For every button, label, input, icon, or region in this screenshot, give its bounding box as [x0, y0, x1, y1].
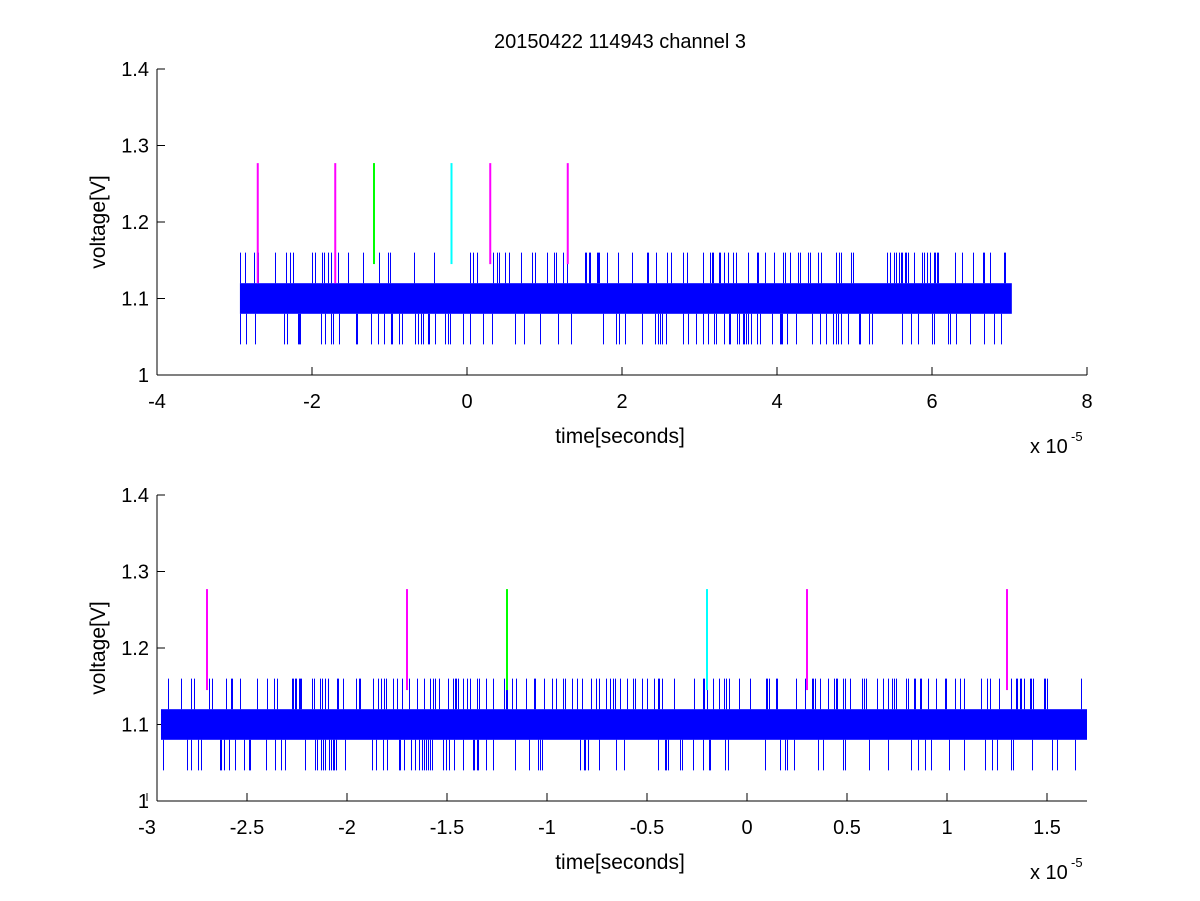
x-tick-label: 4 [771, 391, 782, 413]
x-tick-label: -2 [338, 817, 356, 839]
y-tick-label: 1.2 [121, 212, 149, 234]
x-tick-label: 0 [741, 817, 752, 839]
x-scale-factor: x 10 [1030, 436, 1068, 458]
x-tick-label: -4 [148, 391, 166, 413]
x-scale-factor: x 10 [1030, 862, 1068, 884]
x-axis-label: time[seconds] [555, 851, 685, 874]
y-tick-label: 1.1 [121, 715, 149, 737]
x-tick-label: -3 [138, 817, 156, 839]
y-axis-label: voltage[V] [87, 175, 110, 268]
x-tick-label: -1.5 [430, 817, 464, 839]
x-axis-label: time[seconds] [555, 425, 685, 448]
x-tick-label: 1 [941, 817, 952, 839]
x-tick-label: 2 [616, 391, 627, 413]
x-tick-label: 0 [461, 391, 472, 413]
x-tick-label: -0.5 [630, 817, 664, 839]
y-tick-label: 1.1 [121, 289, 149, 311]
bottom-plot: 1 1.1 1.2 1.3 1.4 -3 -2.5 -2 -1.5 -1 -0.5 0 0.5 1 1.5 t… [87, 485, 1087, 884]
x-tick-label: -2.5 [230, 817, 264, 839]
y-tick-label: 1.3 [121, 562, 149, 584]
y-tick-label: 1.3 [121, 136, 149, 158]
y-tick-label: 1.2 [121, 638, 149, 660]
x-scale-exponent: -5 [1071, 855, 1083, 870]
y-tick-label: 1.4 [121, 59, 149, 81]
signal-band [161, 709, 1087, 740]
y-tick-label: 1.4 [121, 485, 149, 507]
y-axis-label: voltage[V] [87, 601, 110, 694]
y-tick-label: 1 [138, 365, 149, 387]
x-tick-label: -2 [303, 391, 321, 413]
top-plot: 1 1.1 1.2 1.3 1.4 -4 -2 0 2 4 6 8 time[seconds] volta… [87, 59, 1093, 458]
y-tick-label: 1 [138, 791, 149, 813]
figure-title: 20150422 114943 channel 3 [494, 31, 746, 53]
x-tick-label: 0.5 [833, 817, 861, 839]
x-tick-label: 8 [1081, 391, 1092, 413]
x-tick-label: -1 [538, 817, 556, 839]
signal-spikes-low [163, 739, 1076, 771]
signal-spikes-high [240, 252, 1006, 284]
signal-spikes-low [240, 313, 1002, 345]
signal-spikes-high [168, 678, 1082, 710]
signal-band [239, 283, 1012, 314]
x-tick-label: 1.5 [1033, 817, 1061, 839]
x-scale-exponent: -5 [1071, 429, 1083, 444]
x-tick-label: 6 [926, 391, 937, 413]
